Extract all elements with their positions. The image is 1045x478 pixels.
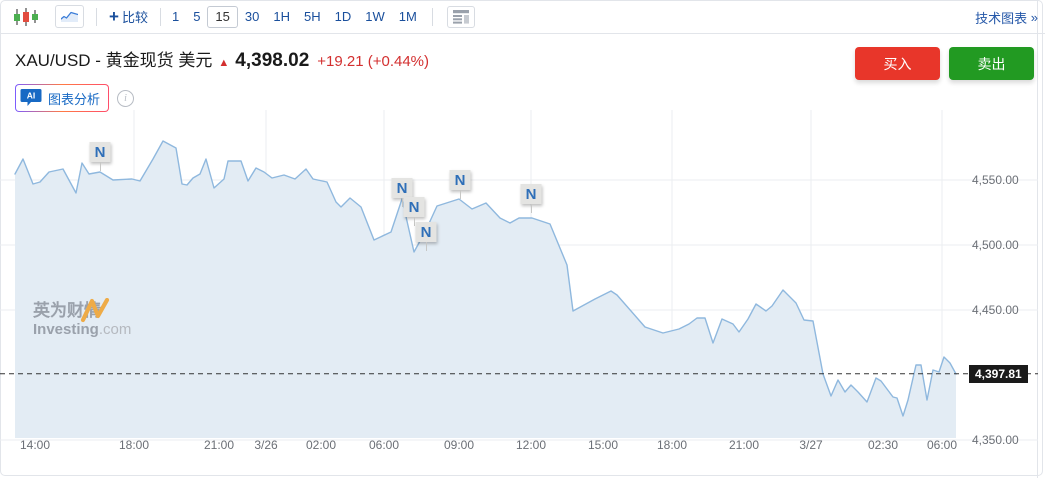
svg-text:Investing.com: Investing.com	[33, 321, 131, 338]
